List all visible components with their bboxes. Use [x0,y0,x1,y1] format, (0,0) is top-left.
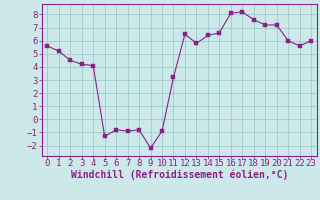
X-axis label: Windchill (Refroidissement éolien,°C): Windchill (Refroidissement éolien,°C) [70,169,288,180]
